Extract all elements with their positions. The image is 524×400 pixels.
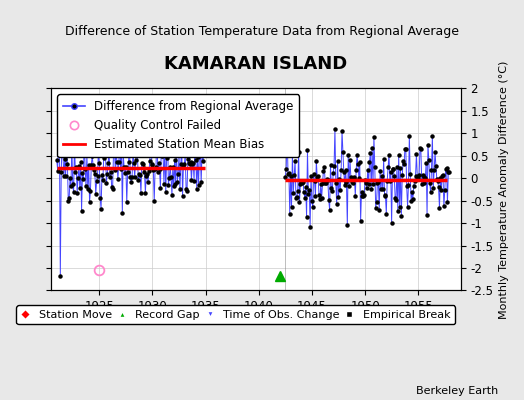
Title: KAMARAN ISLAND: KAMARAN ISLAND bbox=[165, 55, 348, 73]
Text: Berkeley Earth: Berkeley Earth bbox=[416, 386, 498, 396]
Legend: Station Move, Record Gap, Time of Obs. Change, Empirical Break: Station Move, Record Gap, Time of Obs. C… bbox=[16, 306, 455, 324]
Y-axis label: Monthly Temperature Anomaly Difference (°C): Monthly Temperature Anomaly Difference (… bbox=[499, 60, 509, 319]
Text: Difference of Station Temperature Data from Regional Average: Difference of Station Temperature Data f… bbox=[65, 25, 459, 38]
